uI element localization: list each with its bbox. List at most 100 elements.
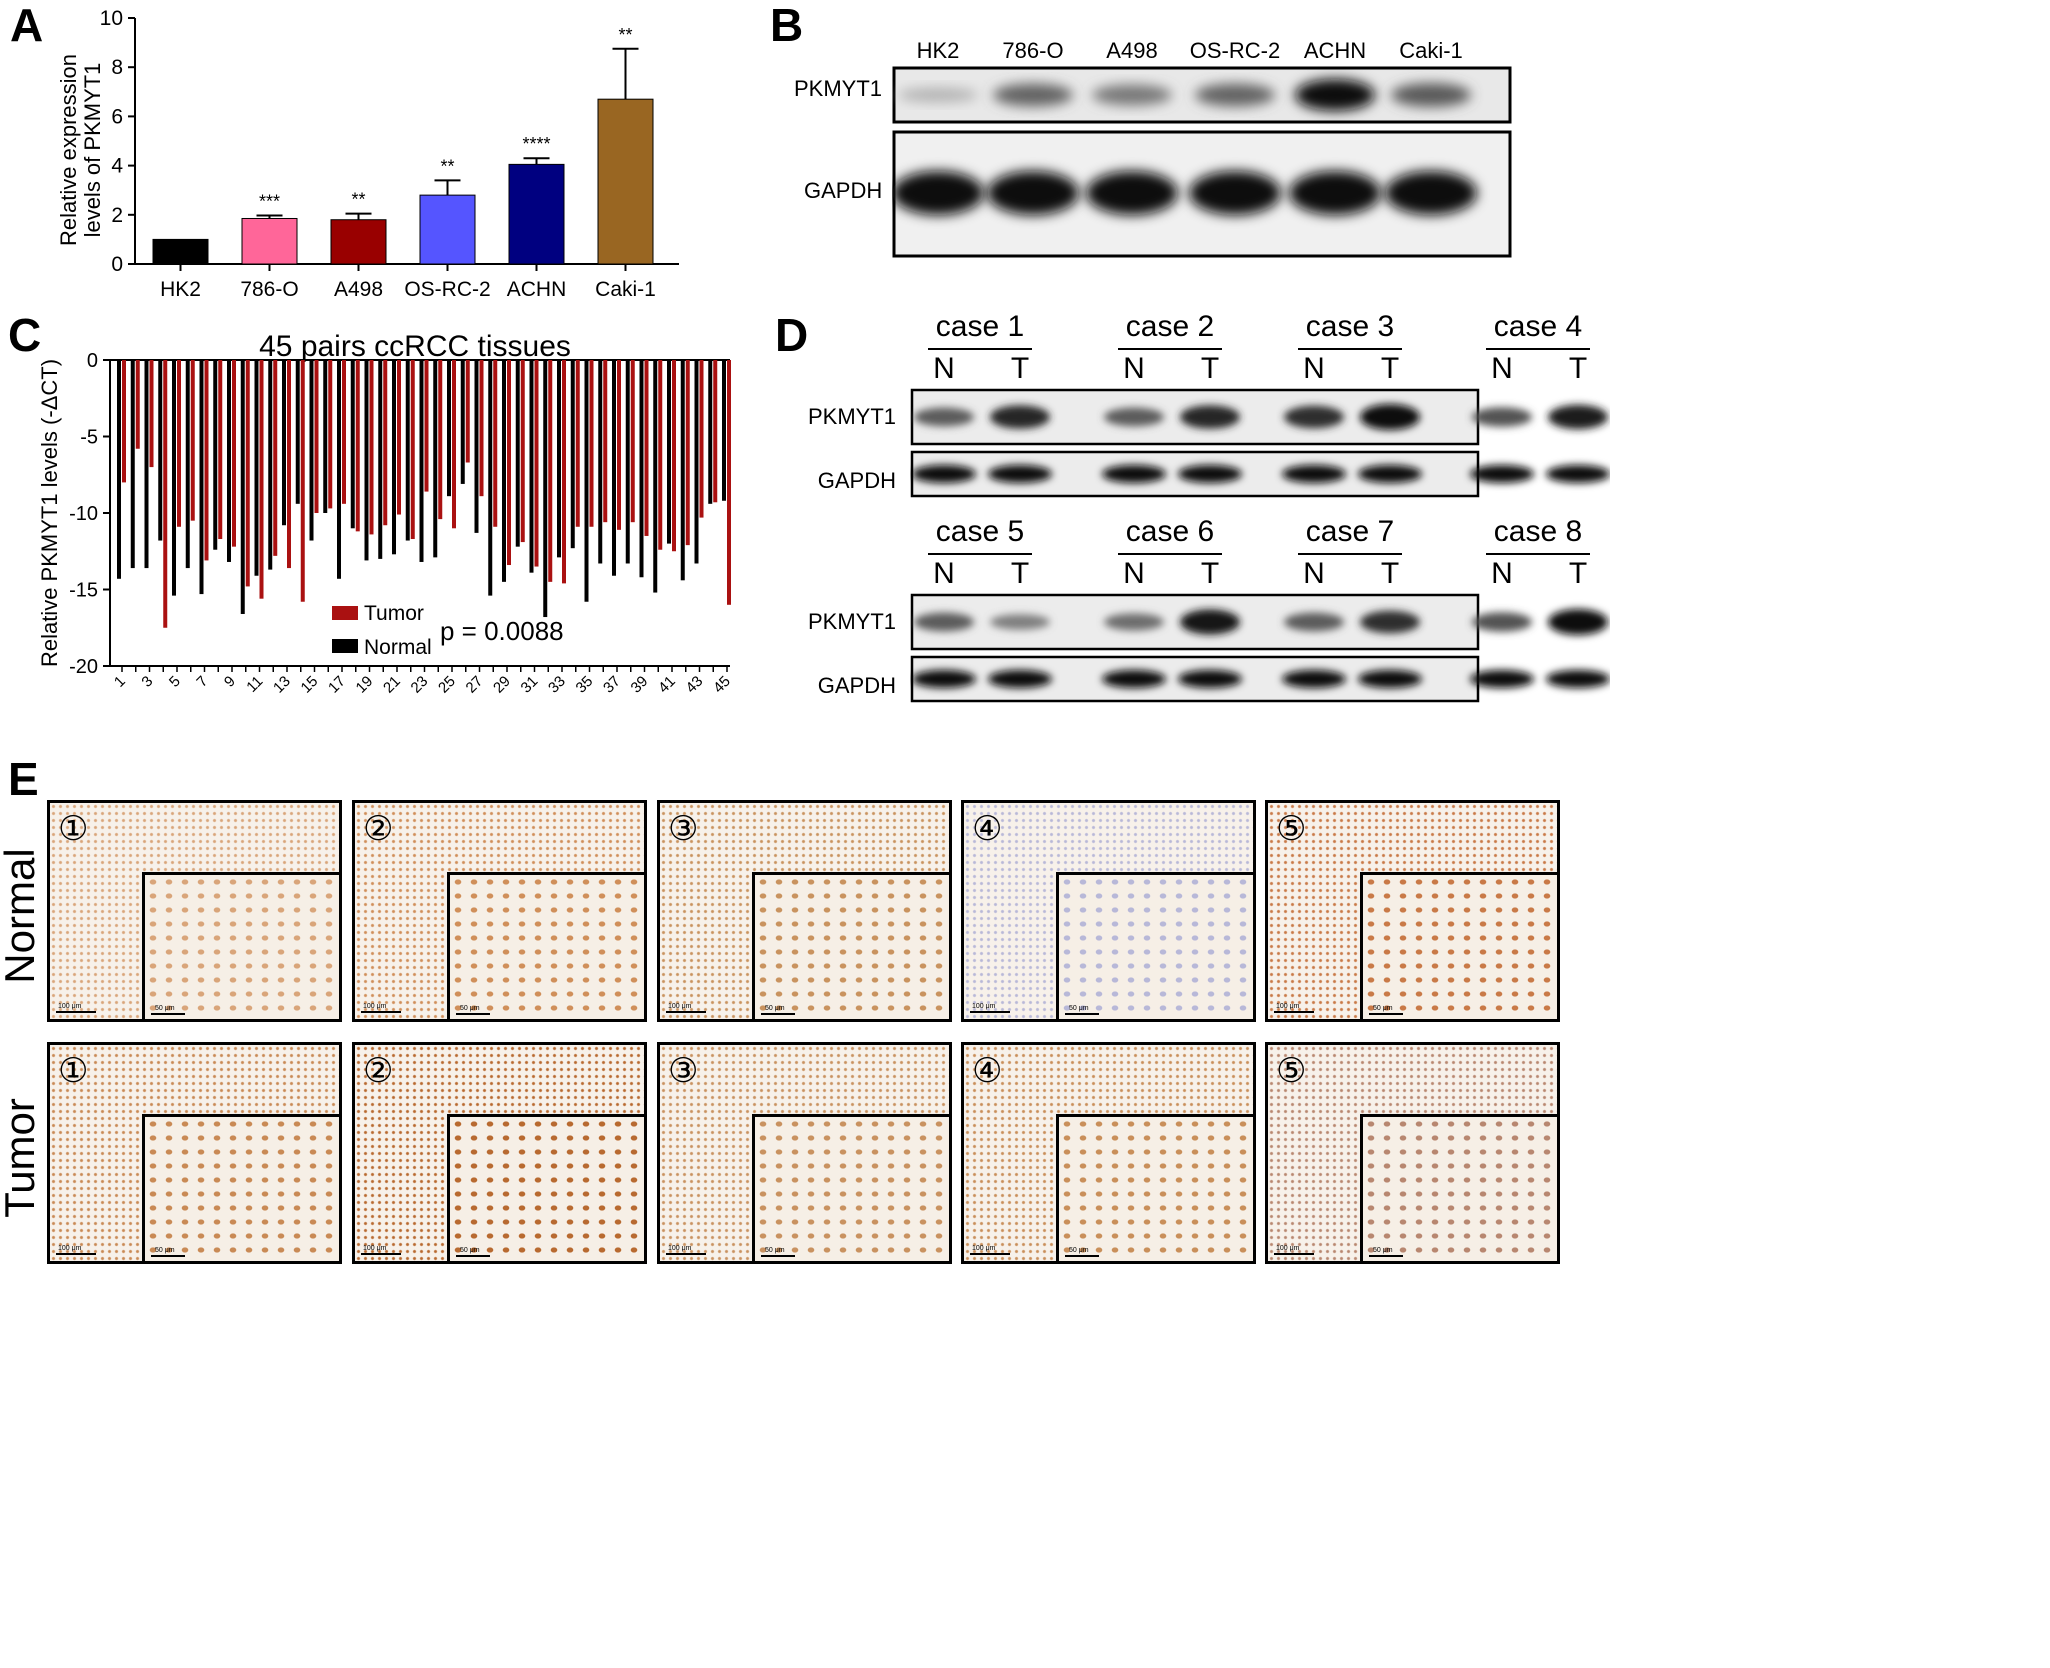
lane-label: OS-RC-2: [1189, 38, 1281, 63]
scale-bar-small: [761, 1013, 795, 1015]
tumor-bar: [424, 360, 429, 492]
tumor-bar: [122, 360, 126, 483]
sample-number: ②: [363, 1051, 394, 1091]
tumor-bar: [493, 360, 498, 527]
ihc-image-tumor-1: ① 50 μm 100 μm: [47, 1042, 342, 1264]
x-tick-label: 21: [380, 673, 404, 697]
pkmyt1-band: [1472, 612, 1532, 632]
x-tick-label: ACHN: [507, 278, 567, 301]
tumor-bar: [300, 360, 305, 602]
tumor-bar: [259, 360, 264, 599]
panel-a-bar-chart: Relative expression levels of PKMYT1 0 2 4…: [56, 7, 679, 301]
scale-label-large: 100 μm: [972, 1003, 996, 1010]
tumor-bar: [603, 360, 608, 523]
normal-lane-label: N: [1123, 352, 1145, 385]
blot-image: [910, 388, 1610, 498]
scale-label-large: 100 μm: [58, 1245, 82, 1252]
normal-bar: [694, 360, 699, 564]
tumor-bar: [369, 360, 374, 535]
tumor-bar: [465, 360, 470, 463]
ihc-image-normal-4: ④ 50 μm 100 μm: [961, 800, 1256, 1022]
normal-bar: [405, 360, 410, 541]
tumor-bar: [672, 360, 676, 552]
y-tick-label: -20: [69, 656, 98, 678]
case-label: case 7: [1305, 515, 1395, 548]
scale-bar-small: [456, 1013, 490, 1015]
tumor-bar: [232, 360, 236, 547]
case-underline: [1118, 348, 1222, 350]
lane-label: Caki-1: [1399, 38, 1463, 63]
normal-bar: [680, 360, 685, 581]
x-tick-label: 15: [298, 673, 322, 697]
pkmyt1-band: [1360, 610, 1420, 634]
normal-bar: [543, 360, 548, 618]
x-tick-label: 29: [490, 673, 514, 697]
case-underline: [1486, 348, 1590, 350]
ihc-image-tumor-2: ② 50 μm 100 μm: [352, 1042, 647, 1264]
panel-b-western-blot: HK2 786-O A498 OS-RC-2 ACHN Caki-1 PKMYT1 GAP…: [780, 30, 1560, 258]
normal-bar: [570, 360, 575, 549]
gapdh-band: [1102, 465, 1166, 483]
ihc-image-normal-2: ② 50 μm 100 μm: [352, 800, 647, 1022]
normal-bar: [433, 360, 438, 558]
bar-786-O: [241, 217, 298, 265]
case-label: case 6: [1125, 515, 1215, 548]
tumor-bar: [644, 360, 649, 536]
x-tick-label: 13: [270, 673, 294, 697]
normal-bar: [667, 360, 671, 544]
scale-label-large: 100 μm: [363, 1003, 387, 1010]
case-underline: [1298, 553, 1402, 555]
scale-label-large: 100 μm: [972, 1245, 996, 1252]
tumor-bar: [204, 360, 209, 561]
normal-lane-label: N: [1491, 352, 1513, 385]
scale-label-large: 100 μm: [58, 1003, 82, 1010]
x-tick-label: 7: [193, 673, 211, 691]
tumor-bar: [314, 360, 319, 513]
scale-label-large: 100 μm: [1276, 1003, 1300, 1010]
scale-bar-large: [666, 1011, 706, 1013]
scale-label-small: 50 μm: [460, 1247, 480, 1254]
normal-bar: [419, 360, 424, 562]
normal-lane-label: N: [933, 557, 955, 590]
ihc-image-normal-3: ③ 50 μm 100 μm: [657, 800, 952, 1022]
panel-label-e: E: [8, 753, 39, 805]
gapdh-band: [912, 465, 976, 483]
scale-bar-small: [1369, 1013, 1403, 1015]
pkmyt1-band: [914, 612, 974, 632]
scale-label-large: 100 μm: [668, 1003, 692, 1010]
y-tick-label: 10: [100, 7, 123, 30]
normal-bar: [240, 360, 245, 614]
tumor-bar: [534, 360, 539, 567]
tumor-bar: [699, 360, 704, 518]
sample-number: ③: [668, 1051, 699, 1091]
tumor-bar: [548, 360, 553, 582]
normal-bar: [502, 360, 506, 582]
sample-number: ④: [972, 809, 1003, 849]
tumor-lane-label: T: [1200, 557, 1220, 590]
scale-bar-large: [56, 1011, 96, 1013]
tumor-lane-label: T: [1568, 557, 1588, 590]
sample-number: ⑤: [1276, 809, 1307, 849]
normal-lane-label: N: [1491, 557, 1513, 590]
ihc-image-tumor-4: ④ 50 μm 100 μm: [961, 1042, 1256, 1264]
row-label-pkmyt1: PKMYT1: [807, 609, 896, 634]
tumor-bar: [479, 360, 484, 497]
normal-bar: [460, 360, 465, 484]
legend-swatch-normal: [332, 639, 358, 653]
tumor-bar: [658, 360, 663, 550]
chart-title: 45 pairs ccRCC tissues: [259, 330, 571, 363]
tumor-bar: [589, 360, 594, 527]
legend-label-tumor: Tumor: [364, 602, 424, 625]
pkmyt1-band: [1548, 609, 1608, 635]
bar-ACHN: [508, 163, 565, 265]
lane-label: ACHN: [1303, 38, 1367, 63]
x-tick-label: 45: [710, 673, 734, 697]
normal-lane-label: N: [1303, 557, 1325, 590]
lane-label: A498: [1106, 38, 1158, 63]
ihc-inset-zoom: 50 μm: [1056, 1114, 1253, 1261]
gapdh-band: [1470, 670, 1534, 688]
tumor-bar: [617, 360, 621, 530]
ihc-inset-zoom: 50 μm: [752, 872, 949, 1019]
scale-bar-small: [1065, 1013, 1099, 1015]
scale-bar-large: [970, 1253, 1010, 1255]
